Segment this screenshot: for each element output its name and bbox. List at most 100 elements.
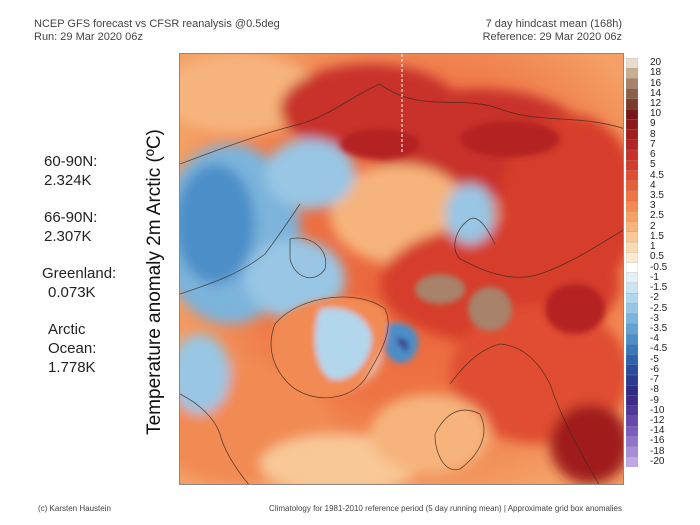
colorbar-label: -1 [650,271,659,283]
colorbar [625,57,639,468]
title-line-2: Run: 29 Mar 2020 06z [34,31,143,43]
colorbar-swatch [625,211,639,223]
colorbar-label: -9 [650,394,659,406]
colorbar-label: -18 [650,445,665,457]
colorbar-label: 18 [650,67,662,79]
colorbar-label: 4 [650,179,656,191]
colorbar-label: 1.5 [650,230,664,242]
colorbar-label: -5 [650,353,659,365]
footer-credit: (c) Karsten Haustein [38,504,111,513]
header-right: 7 day hindcast mean (168h) Reference: 29… [483,18,622,44]
stat-value: 1.778K [48,359,96,376]
colorbar-label: -2 [650,292,659,304]
colorbar-swatch [625,252,639,264]
colorbar-label: -7 [650,374,659,386]
stat-value: 2.324K [44,172,92,189]
colorbar-label: -8 [650,384,659,396]
colorbar-label: 12 [650,98,662,109]
colorbar-label: 14 [650,87,662,99]
colorbar-label: 7 [650,138,656,150]
colorbar-label: -10 [650,404,665,416]
axis-label: Temperature anomaly 2m Arctic (ºC) [144,129,165,435]
colorbar-swatch [625,436,639,448]
stat-label: 66-90N: [44,209,98,226]
colorbar-label: 5 [650,159,656,171]
colorbar-label: 3.5 [650,190,664,202]
colorbar-label: -14 [650,425,665,437]
coastlines [180,83,623,484]
colorbar-label: 4.5 [650,169,664,181]
colorbar-label: 0.5 [650,251,664,263]
colorbar-label: 9 [650,118,656,130]
greenland [271,297,419,398]
colorbar-label: 10 [650,108,662,120]
colorbar-label: 2.5 [650,210,664,222]
colorbar-swatch [625,344,639,356]
colorbar-label: -16 [650,435,665,447]
colorbar-label: -12 [650,414,665,426]
stat-label: 60-90N: [44,153,98,170]
colorbar-label: 6 [650,149,656,161]
stat-66-90n: 66-90N: 2.307K [44,208,97,246]
colorbar-swatch [625,98,639,110]
colorbar-swatch [625,68,639,80]
colorbar-swatch [625,221,639,233]
reference-label: Reference: 29 Mar 2020 06z [482,31,622,43]
colorbar-label: 3 [650,200,656,212]
colorbar-label: -6 [650,363,659,375]
colorbar-label: 20 [650,57,662,69]
colorbar-swatch [625,200,639,213]
colorbar-swatch [625,88,639,100]
colorbar-label: -0.5 [650,261,668,273]
colorbar-swatch [625,425,639,437]
colorbar-swatch [625,395,639,407]
colorbar-swatch [625,333,639,345]
colorbar-swatch [625,272,639,284]
stat-arctic-ocean: Arctic Ocean: 1.778K [48,320,96,377]
colorbar-swatch [625,262,639,274]
colorbar-swatch [625,139,639,151]
colorbar-swatch [625,323,639,335]
map-canvas [180,54,623,484]
colorbar-swatch [625,385,639,397]
colorbar-swatch [625,293,639,305]
colorbar-swatch [625,119,639,131]
stat-label-line-2: Ocean: [48,340,97,357]
colorbar-label: -3 [650,312,659,324]
colorbar-swatch [625,78,639,90]
colorbar-swatch [625,241,639,253]
colorbar-label: 16 [650,77,662,89]
colorbar-swatch [625,415,639,427]
colorbar-swatch [625,456,639,468]
footer-note: Climatology for 1981-2010 reference peri… [269,504,622,513]
stat-label: Greenland: [42,265,117,282]
colorbar-swatch [625,374,639,386]
colorbar-label: -4 [650,333,659,345]
hindcast-label: 7 day hindcast mean (168h) [485,18,622,30]
stat-label-line-1: Arctic [48,321,86,338]
colorbar-swatch [625,405,639,417]
colorbar-label: -20 [650,455,665,467]
stat-60-90n: 60-90N: 2.324K [44,152,97,190]
colorbar-swatch [625,129,639,141]
colorbar-swatch [625,364,639,376]
colorbar-svg [625,57,639,468]
stat-greenland: Greenland: 0.073K [42,264,116,302]
colorbar-label: 2 [650,220,656,232]
colorbar-label: -3.5 [650,322,668,334]
stat-value: 0.073K [48,284,96,301]
colorbar-swatch [625,170,639,182]
colorbar-swatch [625,282,639,294]
colorbar-swatch [625,313,639,325]
colorbar-label: -2.5 [650,302,668,314]
colorbar-swatch [625,190,639,202]
colorbar-swatch [625,446,639,458]
stat-value: 2.307K [44,228,92,245]
colorbar-label: 8 [650,128,656,140]
colorbar-label: -1.5 [650,282,668,294]
anomaly-map [179,53,624,485]
anomaly-fields [180,54,623,484]
colorbar-label: -4.5 [650,343,668,355]
colorbar-swatch [625,303,639,315]
colorbar-swatch [625,57,639,69]
